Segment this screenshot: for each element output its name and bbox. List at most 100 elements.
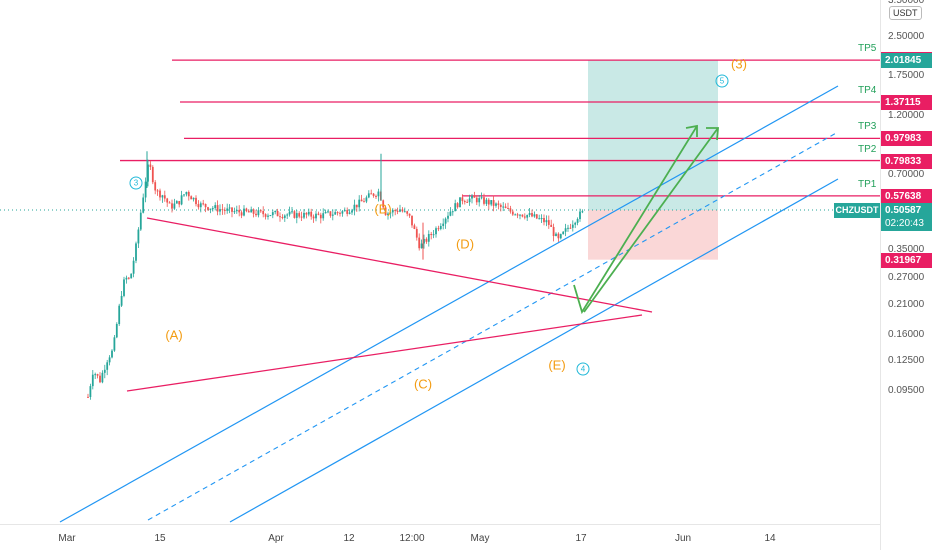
candle-body: [132, 260, 135, 274]
candle-body: [528, 213, 531, 215]
price-axis[interactable]: 5.000003.500002.500001.750001.200000.700…: [880, 0, 932, 550]
candle-body: [411, 215, 413, 226]
unit-label[interactable]: USDT: [889, 6, 922, 20]
candle-body: [274, 211, 277, 213]
symbol-tag[interactable]: CHZUSDT: [834, 202, 880, 218]
wave-label-a: (A): [165, 327, 183, 343]
candle-body: [420, 243, 423, 249]
target-price-tag-tp1[interactable]: 0.57638: [881, 188, 932, 204]
candle-body: [319, 214, 322, 219]
candle-body: [192, 197, 195, 200]
candle-body: [504, 206, 507, 209]
candle-body: [365, 197, 368, 202]
wave-circle-4: 4: [576, 362, 590, 376]
target-price-tag-tp4[interactable]: 1.37115: [881, 95, 932, 111]
candle-body: [439, 225, 442, 229]
candle-body: [173, 203, 176, 209]
candle-body: [394, 210, 397, 212]
candle-body: [166, 198, 169, 203]
candle-body: [408, 213, 411, 216]
candle-body: [346, 210, 349, 214]
candle-body: [430, 233, 433, 236]
chart-area[interactable]: [0, 0, 880, 524]
candlestick-series: [87, 151, 584, 400]
candle-body: [245, 208, 248, 212]
current-price-tag[interactable]: 0.50587 02:20:43: [881, 202, 932, 231]
price-tick-label: 0.27000: [888, 271, 925, 283]
candle-body: [276, 211, 279, 217]
candle-body: [185, 191, 188, 195]
projection-arrowhead-1: [685, 124, 698, 137]
price-chart[interactable]: [0, 0, 880, 524]
candle-body: [286, 214, 289, 216]
candle-body: [303, 212, 305, 218]
projection-arrow-2: [583, 127, 719, 313]
candle-body: [423, 238, 425, 244]
candle-body: [91, 374, 94, 387]
candle-body: [547, 220, 550, 225]
candle-body: [115, 324, 118, 338]
candle-body: [437, 228, 440, 230]
candle-body: [283, 215, 286, 218]
candle-body: [231, 207, 233, 212]
candle-body: [255, 213, 257, 216]
candle-body: [151, 166, 154, 183]
candle-body: [519, 214, 521, 216]
candle-body: [461, 197, 464, 202]
candle-body: [339, 212, 341, 214]
candle-body: [466, 201, 469, 203]
candle-body: [327, 211, 329, 213]
target-label-tp3: TP3: [858, 121, 877, 133]
projection-arrowhead-2: [706, 127, 719, 141]
price-tick-label: 0.12500: [888, 355, 925, 367]
target-price-tag-tp3[interactable]: 0.97983: [881, 131, 932, 147]
price-tag[interactable]: 0.31967: [881, 252, 932, 268]
candle-body: [211, 208, 214, 210]
time-axis[interactable]: Mar 15 Apr 12 12:00 May 17 Jun 14: [0, 524, 880, 551]
candle-body: [331, 214, 334, 216]
candle-body: [533, 214, 536, 217]
candle-body: [120, 295, 123, 306]
candle-body: [113, 337, 116, 351]
candle-body: [389, 212, 392, 214]
time-tick-label: 12:00: [399, 533, 425, 544]
candle-body: [259, 210, 262, 212]
candle-body: [243, 208, 245, 216]
candle-body: [106, 362, 109, 370]
candle-body: [348, 212, 351, 214]
price-tick-label: 0.21000: [888, 299, 925, 311]
channel-upper-line: [59, 85, 839, 523]
candle-body: [171, 203, 173, 209]
candle-body: [559, 234, 562, 239]
candle-body: [550, 224, 553, 227]
candle-body: [324, 211, 327, 214]
candle-body: [473, 195, 476, 198]
candle-body: [103, 369, 106, 373]
candle-body: [130, 273, 133, 279]
candle-body: [363, 201, 365, 203]
candle-body: [247, 211, 250, 213]
candle-body: [442, 223, 445, 226]
candle-body: [543, 218, 545, 223]
candle-body: [271, 212, 274, 216]
candle-body: [336, 212, 339, 214]
candle-body: [305, 212, 308, 215]
candle-body: [538, 218, 541, 220]
candle-body: [377, 191, 380, 197]
candle-body: [343, 210, 346, 212]
candle-body: [353, 204, 356, 211]
candle-body: [562, 231, 565, 235]
candle-body: [156, 190, 159, 192]
candle-body: [226, 208, 229, 211]
candle-body: [492, 200, 495, 206]
candle-body: [139, 212, 142, 230]
wave-label-3: (3): [731, 56, 747, 72]
target-price-tag-tp2[interactable]: 0.79833: [881, 153, 932, 169]
profit-zone: [588, 60, 718, 210]
candle-body: [111, 350, 113, 358]
target-price-tag-tp5[interactable]: 2.01845: [881, 53, 932, 69]
candle-body: [425, 238, 428, 242]
candle-body: [125, 277, 128, 280]
candle-body: [406, 211, 409, 214]
candle-body: [456, 203, 459, 208]
